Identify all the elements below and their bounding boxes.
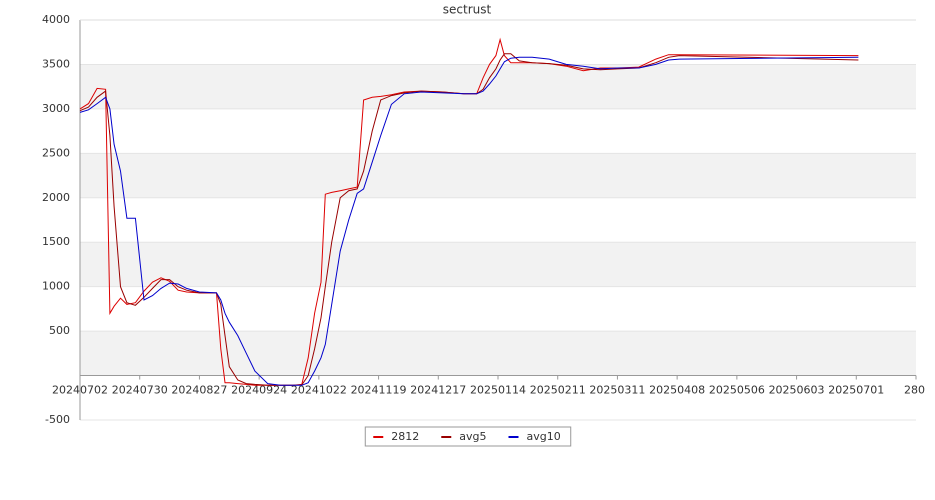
y-tick-label: 3000 [42, 102, 70, 115]
legend-label: avg5 [459, 430, 486, 443]
y-tick-label: 1500 [42, 235, 70, 248]
grid-band [80, 242, 916, 287]
y-tick-label: 4000 [42, 13, 70, 26]
y-tick-label: -500 [45, 413, 70, 426]
grid-band [80, 153, 916, 198]
legend: 2812 avg5 avg10 [364, 426, 572, 447]
series-line [79, 56, 859, 386]
y-tick-label: 2500 [42, 146, 70, 159]
x-tick-label: 20241217 [410, 384, 466, 397]
grid-band [80, 64, 916, 109]
series-line [79, 53, 859, 386]
x-tick-label: 20250408 [649, 384, 705, 397]
x-tick-label: 20250114 [470, 384, 526, 397]
x-tick-label: 20240827 [171, 384, 227, 397]
y-tick-label: 500 [49, 324, 70, 337]
x-tick-label: 20250603 [769, 384, 825, 397]
x-tick-label: 20250701 [828, 384, 884, 397]
x-tick-label: 20250211 [530, 384, 586, 397]
x-tick-label: 20240730 [112, 384, 168, 397]
legend-box [364, 426, 572, 447]
grid-band [80, 331, 916, 376]
x-tick-label: 20250506 [709, 384, 765, 397]
x-tick-label: 20250311 [589, 384, 645, 397]
x-tick-label: 20241119 [351, 384, 407, 397]
y-tick-label: 3500 [42, 57, 70, 70]
x-tick-label: 280 [904, 384, 925, 397]
x-tick-label: 20240924 [231, 384, 287, 397]
y-tick-label: 2000 [42, 191, 70, 204]
legend-label: 2812 [391, 430, 419, 443]
legend-label: avg10 [527, 430, 561, 443]
x-tick-label: 20240702 [52, 384, 108, 397]
y-tick-label: 1000 [42, 280, 70, 293]
x-tick-label: 20241022 [291, 384, 347, 397]
chart-title: sectrust [443, 3, 492, 17]
